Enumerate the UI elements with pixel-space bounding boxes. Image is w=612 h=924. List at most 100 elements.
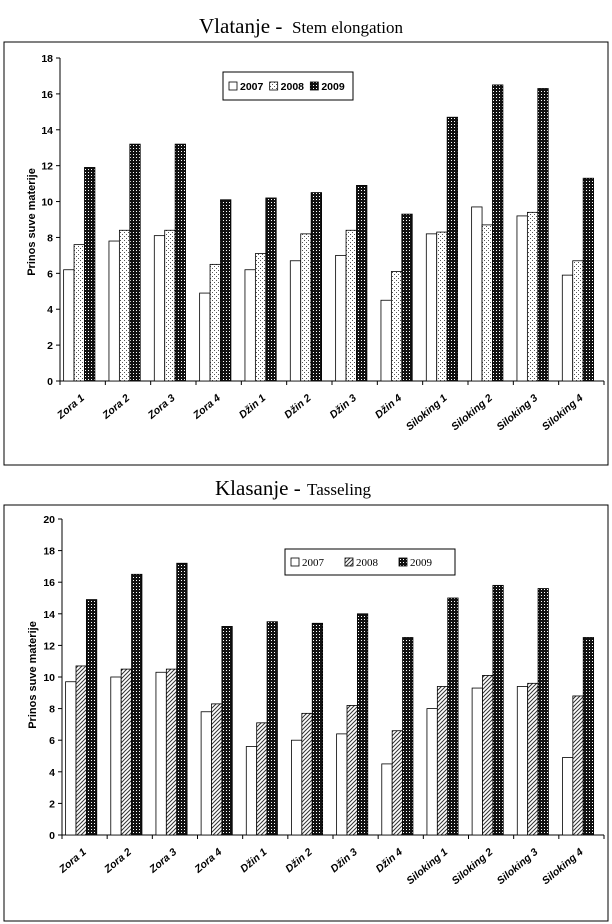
chart2-y-tick-label: 4 — [49, 767, 55, 779]
chart2-y-tick-label: 2 — [49, 798, 55, 810]
chart1-bar-2008 — [345, 229, 357, 382]
chart2-bar-2009 — [537, 588, 549, 836]
chart1-bar-2008 — [118, 229, 131, 382]
chart2-y-axis-label: Prinos suve materije — [27, 621, 39, 729]
chart1-y-tick-label: 4 — [47, 304, 53, 316]
chart1-bar-2008 — [390, 271, 403, 382]
chart2-bar-2007 — [381, 763, 393, 836]
chart2-bar-2008 — [256, 722, 268, 836]
chart2-bar-2009 — [131, 573, 143, 836]
chart1-bar-2008 — [526, 211, 539, 382]
chart1-bar-2008 — [481, 224, 493, 382]
chart2-bar-2007 — [426, 708, 438, 836]
chart1-bar-2009 — [129, 143, 141, 382]
chart2-y-tick-label: 18 — [43, 546, 55, 558]
chart2-bar-2009 — [492, 584, 504, 836]
chart2-bar-2008 — [346, 705, 358, 836]
chart2-y-tick-label: 6 — [49, 735, 55, 747]
chart1-bar-2008 — [436, 231, 448, 382]
chart1-title-sub: Stem elongation — [292, 18, 403, 37]
chart1-title-main: Vlatanje - — [199, 14, 282, 38]
chart2-bar-2007 — [200, 711, 212, 836]
chart1-legend-swatch-2007 — [228, 81, 238, 91]
chart2-bar-2007 — [245, 746, 258, 836]
chart1-bar-2009 — [265, 197, 277, 382]
chart2-bar-2008 — [572, 695, 584, 836]
chart2-bar-2009 — [266, 621, 278, 836]
chart1-bar-2007 — [63, 269, 75, 382]
chart1-bar-2008 — [164, 229, 176, 382]
chart1-bar-2009 — [582, 177, 594, 382]
chart2-bar-2009 — [356, 613, 369, 836]
chart1-bar-2007 — [516, 215, 528, 382]
chart2-bar-2008 — [165, 668, 178, 836]
chart2-y-tick-label: 16 — [43, 577, 55, 589]
chart1-bar-2009 — [356, 185, 368, 382]
chart2-bar-2007 — [110, 676, 122, 836]
chart2-y-tick-label: 12 — [43, 640, 55, 652]
chart2-bar-2008 — [482, 675, 494, 836]
chart2-bar-2009 — [176, 562, 188, 836]
chart1-bar-2009 — [84, 167, 96, 382]
chart1-bar-2008 — [300, 233, 312, 382]
chart1-bar-2007 — [153, 235, 166, 382]
chart1-bar-2007 — [471, 206, 483, 382]
chart1-bar-2007 — [561, 274, 574, 382]
chart1-y-axis-label: Prinos suve materije — [26, 168, 38, 276]
chart1-legend-label-2008: 2008 — [281, 81, 305, 93]
chart1-y-tick-label: 14 — [41, 125, 53, 137]
chart1-bar-2009 — [174, 143, 186, 382]
chart2-legend-label-2008: 2008 — [356, 557, 379, 569]
chart1-legend-box — [222, 71, 354, 101]
chart2-bar-2008 — [527, 682, 539, 836]
chart1-bar-2007 — [199, 292, 211, 382]
chart1-bar-2009 — [446, 116, 458, 382]
chart2-bar-2008 — [120, 668, 132, 836]
chart2-bar-2008 — [301, 712, 313, 836]
chart2-title-main: Klasanje - — [215, 476, 301, 500]
chart1-bar-2007 — [289, 260, 302, 382]
chart2-bar-2007 — [471, 687, 483, 836]
chart2-y-tick-label: 20 — [43, 514, 55, 526]
chart1-bar-2008 — [572, 260, 584, 382]
chart1-bar-2008 — [73, 244, 85, 382]
chart2-bar-2009 — [582, 637, 595, 836]
chart2-bar-2007 — [291, 739, 303, 836]
chart2-bar-2007 — [65, 681, 77, 836]
chart2-bar-2008 — [391, 730, 403, 836]
chart1-y-tick-label: 16 — [41, 89, 53, 101]
chart2-y-tick-label: 14 — [43, 609, 55, 621]
chart1-bar-2009 — [492, 84, 504, 382]
chart2-legend-box — [284, 548, 456, 576]
chart1-bar-2009 — [401, 213, 413, 382]
chart1-y-tick-label: 6 — [47, 268, 53, 280]
chart1-y-tick-label: 12 — [41, 161, 53, 173]
chart2-bar-2009 — [85, 599, 98, 836]
chart1-y-tick-label: 8 — [47, 232, 53, 244]
chart2-bar-2007 — [562, 757, 574, 836]
chart1-y-tick-label: 2 — [47, 340, 53, 352]
chart2-bar-2009 — [221, 626, 233, 836]
chart1-y-tick-label: 18 — [41, 53, 53, 65]
chart1-bar-2009 — [537, 88, 549, 382]
chart1-bar-2007 — [425, 233, 438, 382]
chart1-legend-label-2009: 2009 — [321, 81, 345, 93]
chart2-bar-2008 — [436, 686, 449, 836]
chart2-legend-label-2009: 2009 — [410, 557, 433, 569]
chart1-legend-swatch-2009 — [309, 81, 319, 91]
chart2-legend-label-2007: 2007 — [302, 557, 325, 569]
chart2-bar-2007 — [155, 671, 167, 836]
chart2-bar-2008 — [211, 703, 223, 836]
chart2-bar-2009 — [402, 637, 414, 836]
chart2-y-tick-label: 8 — [49, 704, 55, 716]
chart2-bar-2008 — [75, 665, 87, 836]
chart2-bar-2009 — [311, 622, 324, 836]
chart1-bar-2007 — [244, 269, 256, 382]
chart2-legend-swatch-2008 — [344, 557, 354, 567]
chart1-bar-2008 — [209, 263, 221, 382]
chart1-y-tick-label: 0 — [47, 376, 53, 388]
chart2-bar-2007 — [336, 733, 348, 836]
chart2-y-tick-label: 10 — [43, 672, 55, 684]
